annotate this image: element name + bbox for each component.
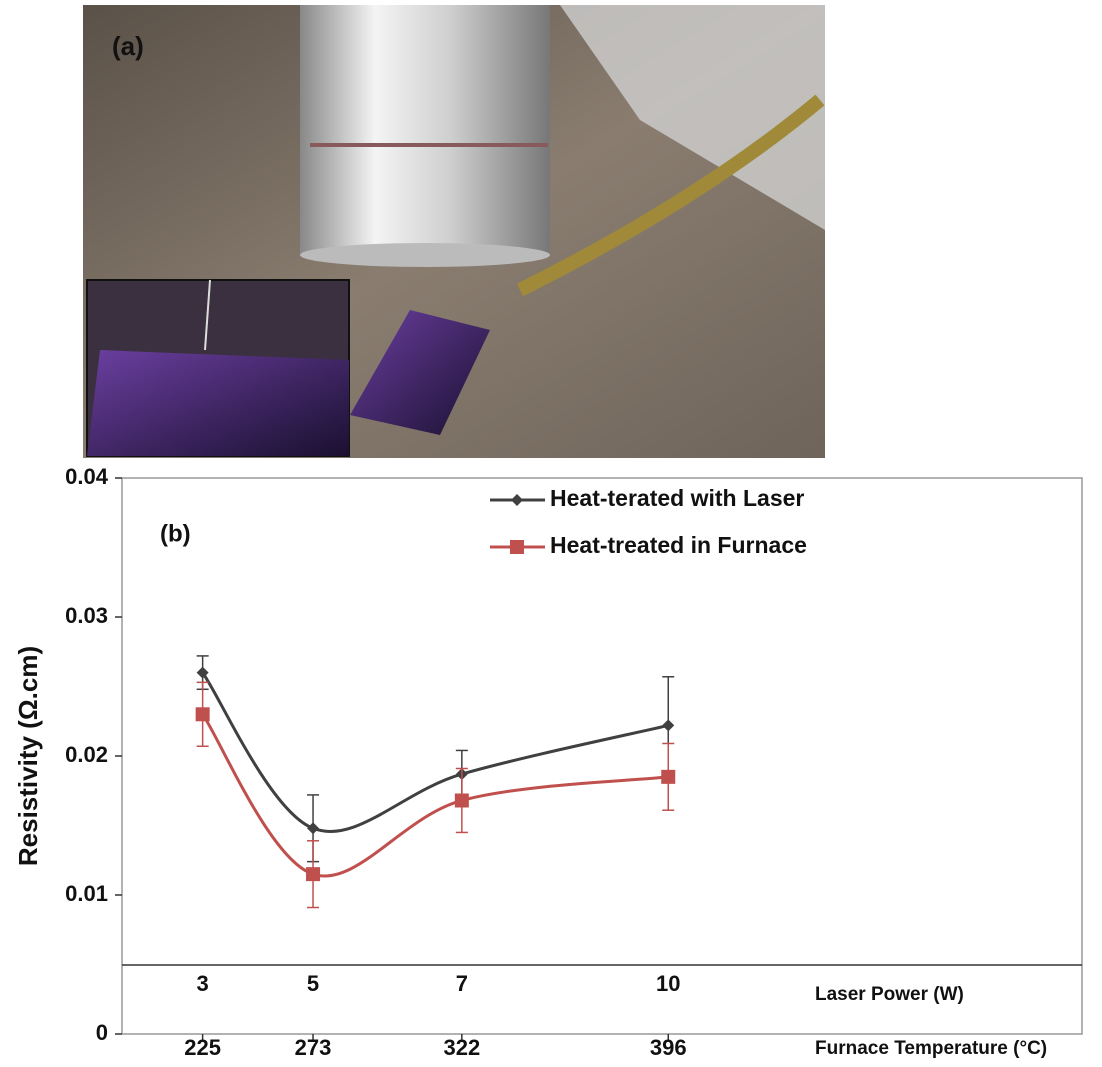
series-line [201,713,669,878]
x-tick-label: 10 [656,971,680,996]
x-tick-label: 3 [197,971,209,996]
y-tick-label: 0.01 [65,881,108,906]
x-tick-label-2: 396 [650,1035,687,1060]
x-tick-label-2: 322 [443,1035,480,1060]
x-tick-label: 7 [456,971,468,996]
data-point [195,707,210,722]
x-tick-label-2: 225 [184,1035,221,1060]
panel-label: (b) [160,520,191,547]
plot-frame [121,477,1083,1035]
y-tick-label: 0.03 [65,603,108,628]
photo-label: (a) [112,31,144,61]
y-tick-label: 0 [96,1020,108,1045]
legend-label: Heat-treated in Furnace [550,532,807,558]
data-point [511,494,523,506]
data-point [454,793,469,808]
y-tick-label: 0.04 [65,464,109,489]
data-point [510,540,524,554]
data-point [306,867,321,882]
x-axis-label: Laser Power (W) [815,984,964,1005]
x-tick-label-2: 273 [295,1035,332,1060]
y-tick-label: 0.02 [65,742,108,767]
data-point [307,822,320,835]
y-axis-label: Resistivity (Ω.cm) [13,646,43,866]
x-axis-label-2: Furnace Temperature (°C) [815,1038,1047,1059]
legend-label: Heat-terated with Laser [550,485,804,511]
chart: 0 0.01 0.02 0.03 0.04 3 225 5 273 7 322 10 396 Laser … [13,464,1083,1060]
data-point [661,769,676,784]
series-line [201,671,669,833]
data-point [662,719,675,732]
photo: (a) [83,5,825,458]
data-point [196,666,209,679]
x-tick-label: 5 [307,971,319,996]
